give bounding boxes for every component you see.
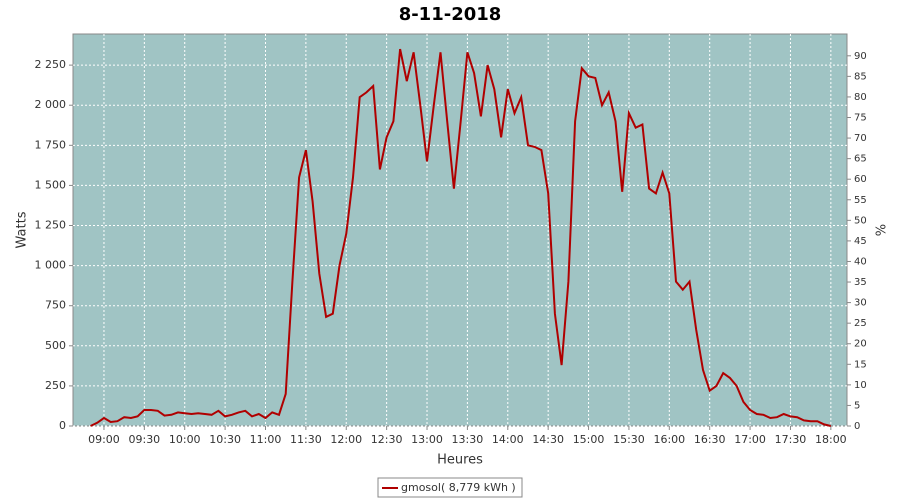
x-tick-label: 15:30 <box>613 433 645 446</box>
y2-tick-label: 10 <box>854 380 867 391</box>
x-tick-label: 17:30 <box>775 433 807 446</box>
x-tick-label: 10:30 <box>209 433 241 446</box>
x-tick-label: 14:30 <box>532 433 564 446</box>
x-tick-label: 12:30 <box>371 433 403 446</box>
data-line <box>90 48 832 427</box>
y-tick-label: 1 250 <box>35 219 67 232</box>
y2-tick-label: 90 <box>854 51 867 62</box>
legend-box <box>377 477 523 498</box>
y2-tick-label: 80 <box>854 92 867 103</box>
x-tick-label: 10:00 <box>169 433 201 446</box>
x-tick-label: 16:30 <box>694 433 726 446</box>
y-tick-label: 1 750 <box>35 138 67 151</box>
x-tick-label: 09:00 <box>88 433 120 446</box>
plot-area <box>72 33 848 427</box>
y2-tick-label: 5 <box>854 400 860 411</box>
y2-tick-label: 75 <box>854 113 867 124</box>
y-tick-label: 750 <box>45 299 66 312</box>
y2-tick-label: 0 <box>854 421 860 432</box>
y-tick-label: 2 250 <box>35 58 67 71</box>
legend-label: gmosol( 8,779 kWh ) <box>401 481 516 494</box>
y2-axis-label: % <box>875 224 890 236</box>
x-tick-label: 16:00 <box>653 433 685 446</box>
x-tick-label: 13:30 <box>452 433 484 446</box>
y2-tick-label: 70 <box>854 133 867 144</box>
y-tick-label: 1 000 <box>35 259 67 272</box>
y-tick-label: 0 <box>59 419 66 432</box>
y2-tick-label: 15 <box>854 359 867 370</box>
y2-tick-label: 40 <box>854 256 867 267</box>
y-tick-label: 250 <box>45 379 66 392</box>
y-tick-label: 2 000 <box>35 98 67 111</box>
y-axis-label: Watts <box>15 211 30 248</box>
x-tick-label: 12:00 <box>330 433 362 446</box>
x-tick-label: 15:00 <box>573 433 605 446</box>
x-tick-label: 09:30 <box>128 433 160 446</box>
x-tick-label: 11:00 <box>250 433 282 446</box>
y2-tick-label: 60 <box>854 174 867 185</box>
y2-tick-label: 30 <box>854 298 867 309</box>
y2-tick-label: 35 <box>854 277 867 288</box>
chart-title: 8-11-2018 <box>399 4 502 25</box>
y2-tick-label: 45 <box>854 236 867 247</box>
y2-tick-label: 55 <box>854 195 867 206</box>
y2-tick-label: 85 <box>854 71 867 82</box>
x-axis-label: Heures <box>437 453 483 468</box>
y2-tick-label: 65 <box>854 154 867 165</box>
x-tick-label: 18:00 <box>815 433 847 446</box>
x-tick-label: 13:00 <box>411 433 443 446</box>
y2-tick-label: 25 <box>854 318 867 329</box>
x-tick-label: 11:30 <box>290 433 322 446</box>
y2-tick-label: 20 <box>854 339 867 350</box>
y2-tick-label: 50 <box>854 215 867 226</box>
y-tick-label: 500 <box>45 339 66 352</box>
x-tick-label: 17:00 <box>734 433 766 446</box>
x-tick-label: 14:00 <box>492 433 524 446</box>
y-tick-label: 1 500 <box>35 178 67 191</box>
